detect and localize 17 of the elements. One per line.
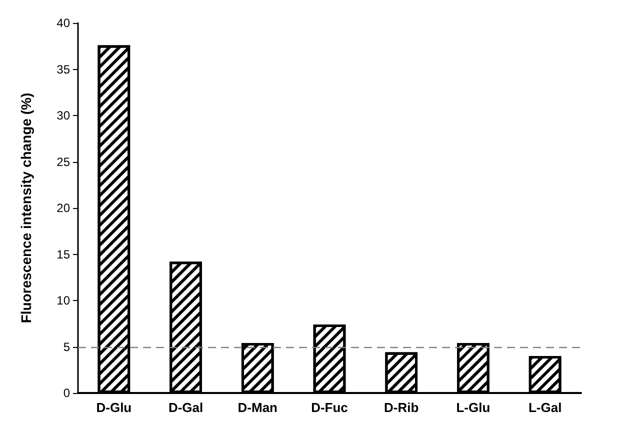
x-tick-label: D-Rib <box>384 400 419 415</box>
x-tick-label: D-Glu <box>96 400 132 415</box>
y-axis-title: Fluorescence intensity change (%) <box>18 92 34 324</box>
x-tick-label: D-Fuc <box>311 400 348 415</box>
y-tick-label: 0 <box>63 386 70 400</box>
x-tick-label: L-Gal <box>528 400 562 415</box>
y-tick-label: 25 <box>56 154 70 169</box>
y-tick-label: 40 <box>56 16 70 30</box>
x-tick-label: D-Man <box>238 400 278 415</box>
y-tick-label: 5 <box>63 340 70 354</box>
y-tick-label: 15 <box>56 247 70 262</box>
y-tick-label: 20 <box>56 201 70 215</box>
x-tick-label: L-Glu <box>456 400 490 415</box>
x-tick-label: D-Gal <box>168 400 204 415</box>
y-tick-label: 10 <box>56 294 70 308</box>
y-tick-label: 35 <box>56 62 70 76</box>
y-tick-label: 30 <box>56 108 70 122</box>
